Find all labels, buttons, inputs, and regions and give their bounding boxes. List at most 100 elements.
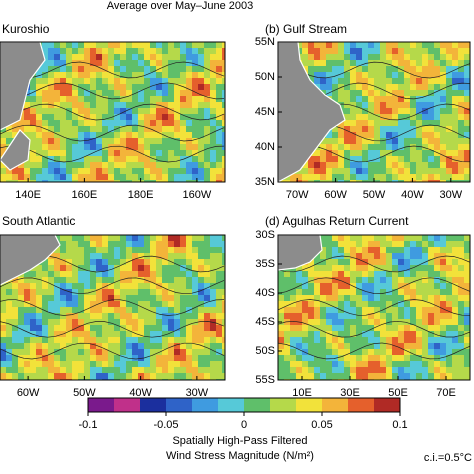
field-cell	[156, 138, 162, 144]
field-cell	[24, 313, 30, 319]
field-cell	[458, 66, 464, 72]
field-cell	[144, 42, 150, 48]
field-cell	[144, 313, 150, 319]
field-cell	[464, 331, 470, 337]
field-cell	[6, 289, 12, 295]
field-cell	[60, 301, 66, 307]
field-cell	[120, 78, 126, 84]
field-cell	[48, 156, 54, 162]
field-cell	[422, 235, 428, 241]
field-cell	[36, 325, 42, 331]
field-cell	[344, 367, 350, 373]
field-cell	[344, 319, 350, 325]
field-cell	[180, 132, 186, 138]
field-cell	[326, 295, 332, 301]
field-cell	[350, 307, 356, 313]
field-cell	[156, 78, 162, 84]
field-cell	[386, 48, 392, 54]
field-cell	[404, 271, 410, 277]
field-cell	[66, 102, 72, 108]
field-cell	[18, 180, 24, 182]
field-cell	[198, 361, 204, 367]
field-cell	[368, 319, 374, 325]
field-cell	[90, 108, 96, 114]
field-cell	[216, 42, 222, 48]
field-cell	[174, 78, 180, 84]
field-cell	[344, 96, 350, 102]
field-cell	[120, 259, 126, 265]
field-cell	[440, 313, 446, 319]
field-cell	[180, 301, 186, 307]
field-cell	[332, 90, 338, 96]
field-cell	[204, 96, 210, 102]
field-cell	[30, 120, 36, 126]
field-cell	[126, 174, 132, 180]
field-cell	[174, 343, 180, 349]
field-cell	[452, 319, 458, 325]
field-cell	[410, 259, 416, 265]
field-cell	[434, 174, 440, 180]
field-cell	[410, 42, 416, 48]
field-cell	[126, 295, 132, 301]
field-cell	[120, 72, 126, 78]
field-cell	[54, 331, 60, 337]
field-cell	[356, 168, 362, 174]
field-cell	[320, 283, 326, 289]
field-cell	[216, 54, 222, 60]
field-cell	[362, 307, 368, 313]
field-cell	[192, 72, 198, 78]
field-cell	[332, 54, 338, 60]
field-cell	[314, 331, 320, 337]
field-cell	[222, 114, 225, 120]
field-cell	[30, 162, 36, 168]
field-cell	[398, 367, 404, 373]
field-cell	[332, 283, 338, 289]
field-cell	[96, 54, 102, 60]
field-cell	[180, 265, 186, 271]
field-cell	[368, 307, 374, 313]
field-cell	[66, 307, 72, 313]
field-cell	[374, 180, 380, 182]
field-cell	[42, 162, 48, 168]
field-cell	[132, 132, 138, 138]
field-cell	[66, 48, 72, 54]
field-cell	[72, 168, 78, 174]
field-cell	[30, 102, 36, 108]
field-cell	[428, 367, 434, 373]
field-cell	[410, 307, 416, 313]
field-cell	[120, 355, 126, 361]
field-cell	[48, 114, 54, 120]
field-cell	[320, 355, 326, 361]
field-cell	[36, 283, 42, 289]
field-cell	[416, 120, 422, 126]
field-cell	[174, 235, 180, 241]
field-cell	[320, 301, 326, 307]
field-cell	[90, 78, 96, 84]
field-cell	[162, 241, 168, 247]
field-cell	[210, 48, 216, 54]
field-cell	[210, 78, 216, 84]
field-cell	[72, 235, 78, 241]
field-cell	[392, 84, 398, 90]
field-cell	[6, 301, 12, 307]
field-cell	[356, 265, 362, 271]
field-cell	[392, 138, 398, 144]
field-cell	[24, 301, 30, 307]
field-cell	[114, 337, 120, 343]
field-cell	[12, 132, 18, 138]
field-cell	[216, 60, 222, 66]
field-cell	[380, 180, 386, 182]
field-cell	[398, 120, 404, 126]
field-cell	[284, 271, 290, 277]
field-cell	[60, 289, 66, 295]
field-cell	[180, 307, 186, 313]
field-cell	[398, 265, 404, 271]
field-cell	[314, 283, 320, 289]
field-cell	[198, 168, 204, 174]
field-cell	[6, 283, 12, 289]
field-cell	[368, 144, 374, 150]
colorbar-swatch	[270, 398, 297, 412]
field-cell	[326, 271, 332, 277]
field-cell	[108, 295, 114, 301]
